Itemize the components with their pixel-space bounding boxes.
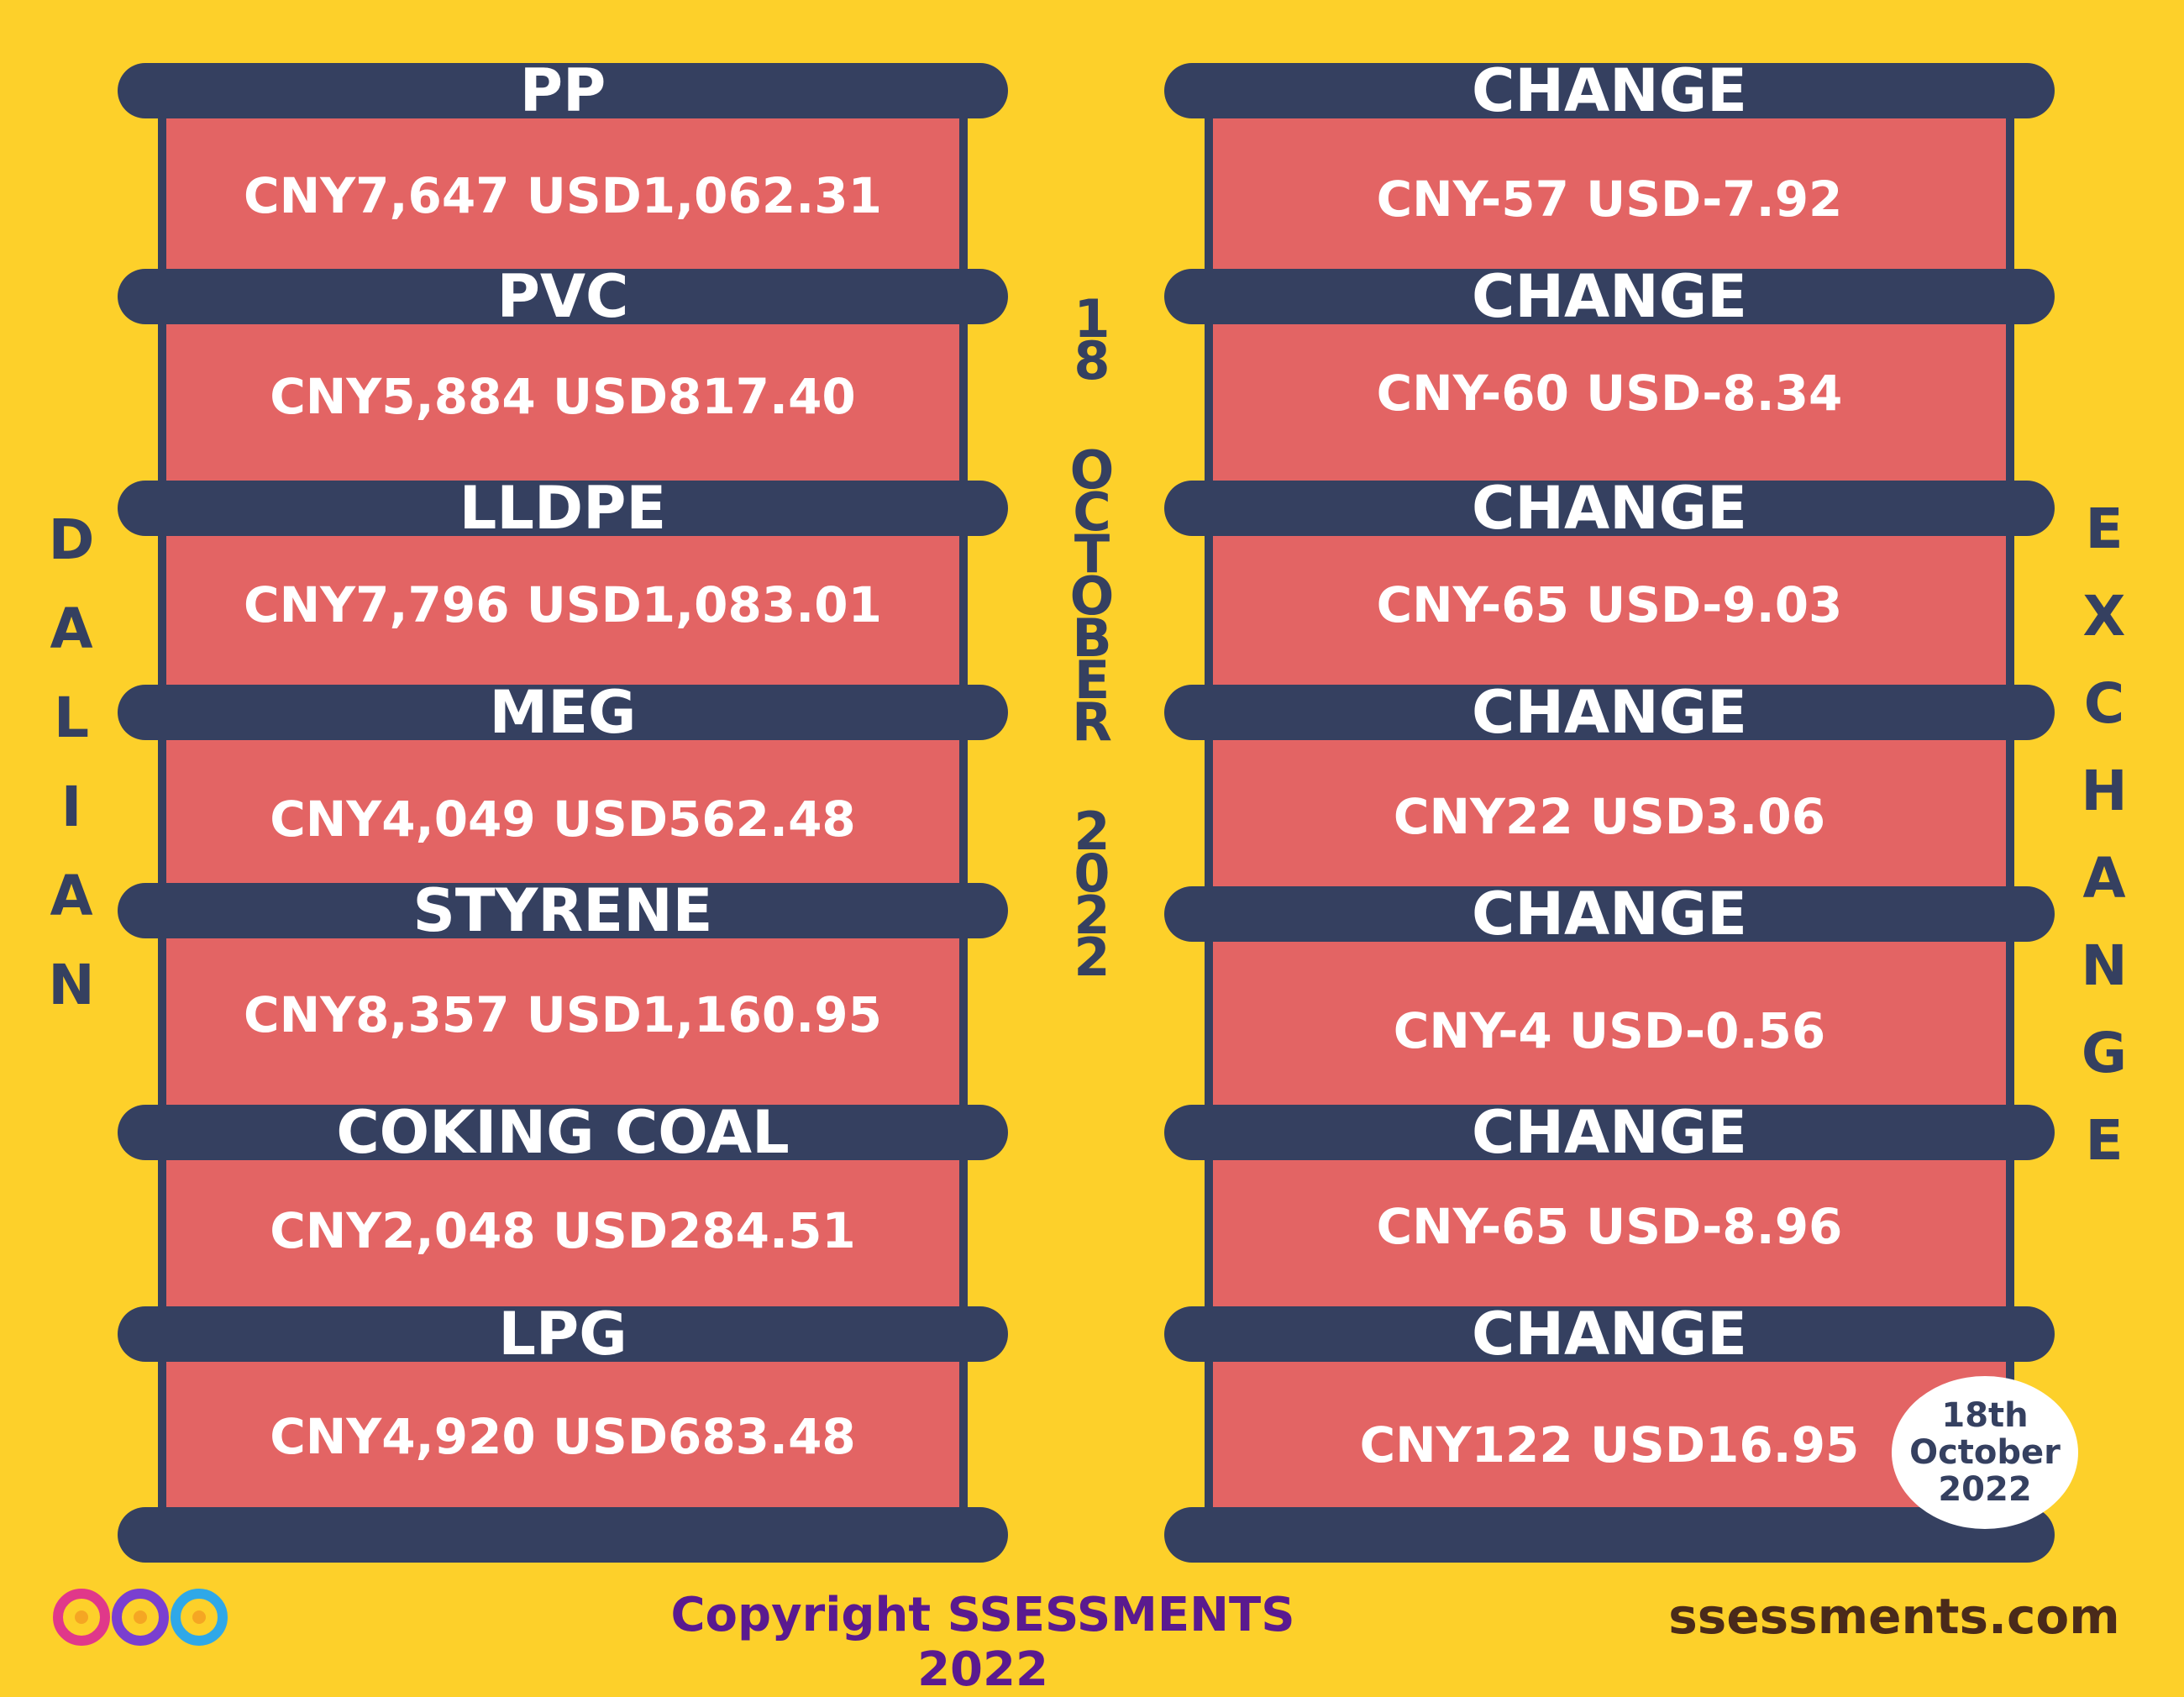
- date-char: 2: [1074, 885, 1110, 946]
- badge-year: 2022: [1938, 1470, 2032, 1509]
- title-letter: I: [60, 775, 82, 839]
- price-pp: CNY7,647 USD1,062.31: [244, 167, 882, 224]
- title-letter: G: [2081, 1021, 2128, 1085]
- title-letter: L: [53, 686, 90, 750]
- change-lpg: CNY122 USD16.95: [1359, 1416, 1860, 1474]
- product-name-lldpe: LLDPE: [118, 479, 1008, 538]
- title-letter: N: [48, 953, 95, 1017]
- date-char: 1: [1074, 288, 1110, 349]
- product-name-styrene: STYRENE: [118, 881, 1008, 940]
- change-meg: CNY22 USD3.06: [1393, 788, 1826, 845]
- date-char: E: [1074, 649, 1110, 711]
- title-letter: N: [2081, 933, 2128, 998]
- prices-column: PP CNY7,647 USD1,062.31 PVC CNY5,884 USD…: [118, 61, 1008, 1563]
- bottom-bar: [1164, 1507, 2055, 1563]
- date-char: 8: [1074, 330, 1110, 391]
- date-char: T: [1074, 523, 1110, 585]
- change-coking-coal: CNY-65 USD-8.96: [1376, 1198, 1843, 1255]
- title-letter: A: [50, 864, 93, 928]
- product-name-coking-coal: COKING COAL: [118, 1103, 1008, 1162]
- badge-day: 18th: [1941, 1396, 2029, 1435]
- price-lldpe: CNY7,796 USD1,083.01: [244, 576, 882, 633]
- date-vertical-text: 1 8 O C T O B E R 2 0 2 2: [1063, 288, 1121, 988]
- change-label-pp: CHANGE: [1164, 61, 2055, 120]
- badge-month: October: [1909, 1433, 2061, 1472]
- title-letter: X: [2082, 584, 2126, 649]
- date-char: O: [1069, 439, 1115, 501]
- title-letter: A: [2082, 846, 2126, 911]
- title-letter: H: [2081, 759, 2128, 823]
- change-label-styrene: CHANGE: [1164, 885, 2055, 943]
- change-label-lldpe: CHANGE: [1164, 479, 2055, 538]
- website-link[interactable]: ssessments.com: [1668, 1588, 2120, 1645]
- infinity-circles-logo-icon: [52, 1588, 228, 1647]
- date-badge: 18th October 2022: [1892, 1376, 2078, 1529]
- price-coking-coal: CNY2,048 USD284.51: [270, 1202, 856, 1259]
- changes-column: CHANGE CNY-57 USD-7.92 CHANGE CNY-60 USD…: [1164, 61, 2055, 1563]
- change-label-pvc: CHANGE: [1164, 267, 2055, 326]
- product-name-lpg: LPG: [118, 1305, 1008, 1363]
- change-label-lpg: CHANGE: [1164, 1305, 2055, 1363]
- change-pvc: CNY-60 USD-8.34: [1376, 365, 1843, 422]
- date-char: R: [1072, 691, 1112, 753]
- product-name-pvc: PVC: [118, 267, 1008, 326]
- title-letter: D: [48, 507, 95, 572]
- price-styrene: CNY8,357 USD1,160.95: [244, 986, 882, 1043]
- date-char: C: [1073, 481, 1111, 543]
- title-letter: A: [50, 596, 93, 661]
- date-char: 0: [1074, 843, 1110, 904]
- bottom-bar: [118, 1507, 1008, 1563]
- change-label-coking-coal: CHANGE: [1164, 1103, 2055, 1162]
- change-label-meg: CHANGE: [1164, 683, 2055, 742]
- change-lldpe: CNY-65 USD-9.03: [1376, 576, 1843, 633]
- product-name-pp: PP: [118, 61, 1008, 120]
- change-styrene: CNY-4 USD-0.56: [1393, 1002, 1826, 1059]
- product-name-meg: MEG: [118, 683, 1008, 742]
- dalian-vertical-title: D A L I A N: [42, 496, 101, 1030]
- title-letter: C: [2083, 671, 2125, 736]
- date-char: 2: [1074, 927, 1110, 988]
- price-pvc: CNY5,884 USD817.40: [270, 368, 856, 425]
- exchange-vertical-title: E X C H A N G E: [2075, 486, 2134, 1185]
- copyright-text: Copyright SSESSMENTS 2022: [670, 1588, 1295, 1697]
- title-letter: E: [2085, 1108, 2124, 1173]
- price-lpg: CNY4,920 USD683.48: [270, 1408, 856, 1465]
- date-char: 2: [1074, 801, 1110, 862]
- change-pp: CNY-57 USD-7.92: [1376, 171, 1843, 228]
- price-meg: CNY4,049 USD562.48: [270, 791, 856, 848]
- date-char: B: [1072, 607, 1112, 669]
- date-char: O: [1069, 565, 1115, 627]
- title-letter: E: [2085, 496, 2124, 561]
